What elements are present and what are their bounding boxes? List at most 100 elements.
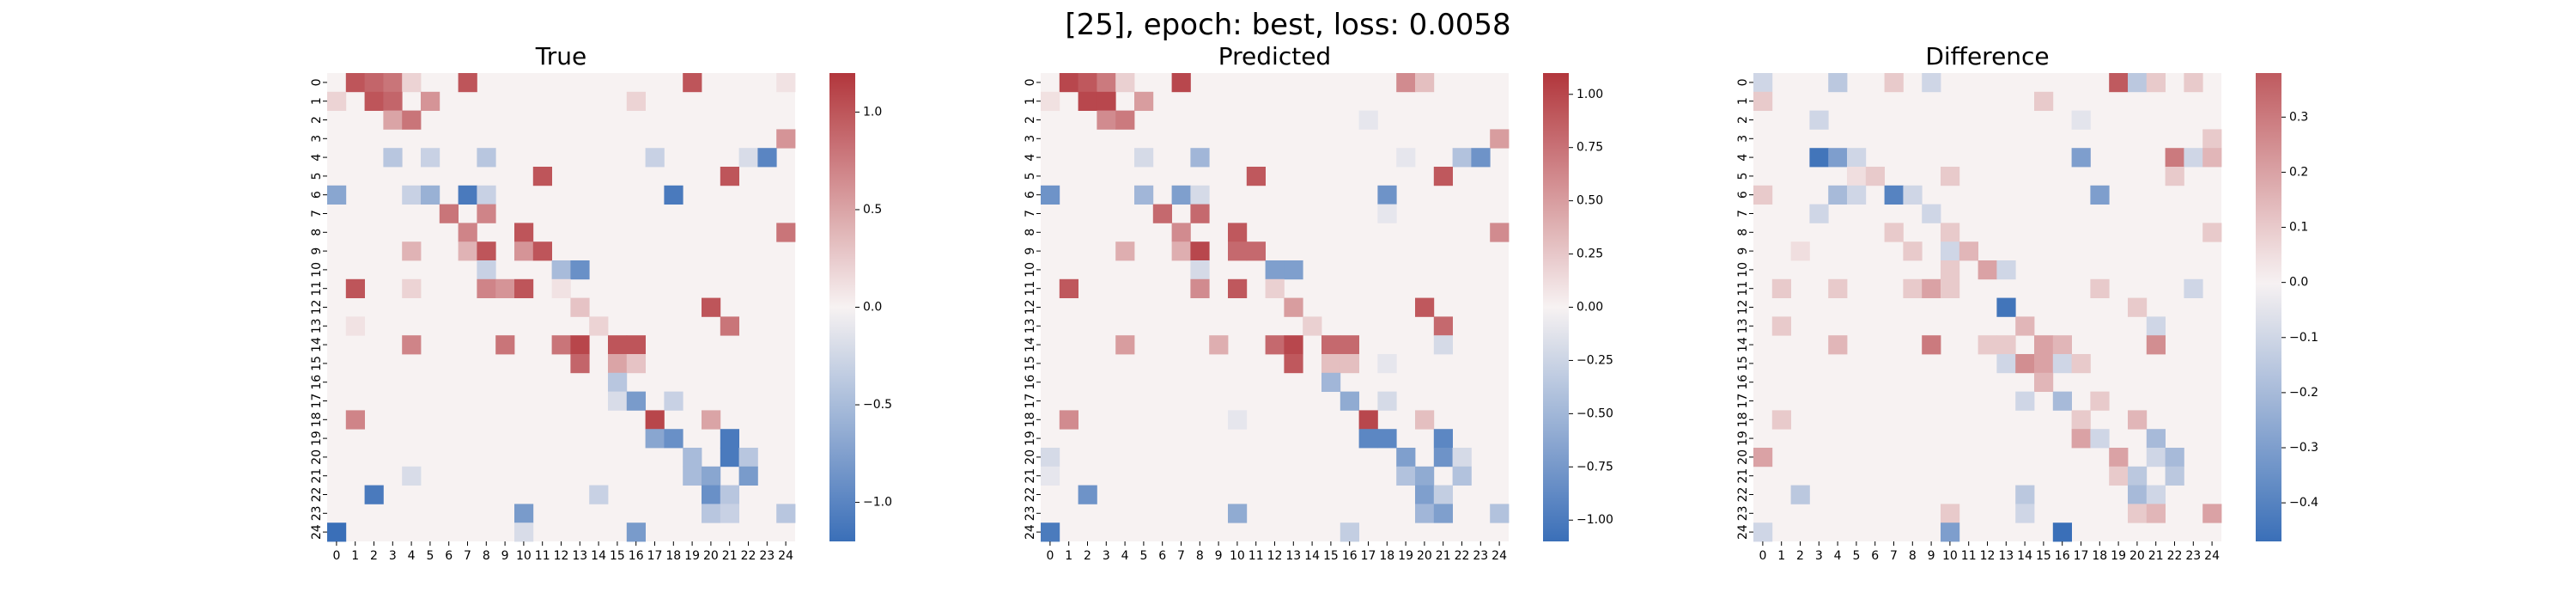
- x-tick-label: 18: [1379, 549, 1394, 563]
- x-tick-label: 8: [1196, 549, 1204, 563]
- x-tick-label: 8: [1909, 549, 1917, 563]
- x-tick-label: 1: [351, 549, 359, 563]
- y-tick-label: 22: [1024, 487, 1037, 503]
- colorbar-tick-label: 0.1: [2289, 221, 2308, 235]
- heatmap-cell: [1903, 241, 1923, 261]
- x-tick-label: 5: [1852, 549, 1860, 563]
- heatmap-cell: [1828, 185, 1848, 205]
- heatmap-cell: [1321, 354, 1341, 374]
- heatmap-cell: [327, 522, 347, 542]
- heatmap-cell: [1340, 391, 1359, 411]
- heatmap-cell: [1753, 185, 1773, 205]
- heatmap-cell: [1134, 185, 1154, 205]
- heatmap-cell: [2071, 354, 2091, 374]
- heatmap-cell: [1171, 241, 1191, 261]
- heatmap-cell: [664, 429, 683, 449]
- heatmap-cell: [402, 110, 422, 130]
- heatmap-cell: [1228, 504, 1248, 523]
- heatmap-cell: [2146, 504, 2166, 523]
- y-tick-label: 2: [1736, 116, 1750, 124]
- heatmap-cell: [2202, 504, 2222, 523]
- heatmap-cell: [1059, 278, 1078, 298]
- heatmap-cell: [1415, 410, 1435, 430]
- heatmap-cell: [421, 185, 440, 205]
- x-tick-label: 9: [1215, 549, 1223, 563]
- heatmap-cell: [2052, 391, 2072, 411]
- heatmap-cell: [738, 448, 758, 468]
- heatmap-cell: [720, 167, 739, 186]
- heatmap-cell: [1903, 185, 1923, 205]
- heatmap-cell: [664, 391, 683, 411]
- y-tick-label: 10: [1736, 262, 1750, 278]
- heatmap-cell: [1209, 335, 1229, 355]
- heatmap-cell: [1809, 204, 1829, 223]
- heatmap-cell: [720, 316, 739, 336]
- y-tick-label: 8: [1024, 229, 1037, 236]
- heatmap-cell: [2146, 485, 2166, 504]
- heatmap-cell: [2071, 110, 2091, 130]
- x-tick-label: 21: [1436, 549, 1451, 563]
- y-tick-label: 24: [1024, 524, 1037, 540]
- y-tick-label: 1: [310, 97, 324, 105]
- heatmap-cell: [1340, 335, 1359, 355]
- heatmap-cell: [1078, 91, 1097, 111]
- heatmap-cell: [1377, 204, 1397, 223]
- heatmap-cell: [458, 73, 477, 93]
- heatmap-cell: [1190, 260, 1210, 280]
- heatmap-cell: [1152, 204, 1172, 223]
- y-tick-label: 3: [1024, 135, 1037, 143]
- heatmap-cell: [421, 91, 440, 111]
- heatmap-cell: [2184, 278, 2203, 298]
- heatmap-cell: [1134, 91, 1154, 111]
- heatmap-cell: [1078, 73, 1097, 93]
- heatmap-cell: [2146, 429, 2166, 449]
- heatmap-cell: [1771, 316, 1791, 336]
- heatmap-cell: [683, 73, 702, 93]
- heatmap-cell: [2034, 354, 2054, 374]
- colorbar: [829, 73, 855, 541]
- heatmap-cell: [702, 410, 721, 430]
- heatmap-cell: [702, 297, 721, 317]
- heatmap-cell: [776, 73, 796, 93]
- heatmap-cell: [1190, 278, 1210, 298]
- heatmap-cell: [1941, 167, 1960, 186]
- heatmap-cell: [1377, 429, 1397, 449]
- y-tick-label: 7: [1024, 210, 1037, 217]
- heatmap-cell: [458, 223, 477, 242]
- heatmap-cell: [1433, 429, 1453, 449]
- y-tick-label: 17: [1736, 394, 1750, 409]
- heatmap-cell: [1790, 485, 1810, 504]
- heatmap-cell: [1903, 278, 1923, 298]
- heatmap-cell: [1228, 223, 1248, 242]
- heatmap-cell: [514, 278, 534, 298]
- heatmap-cell: [1284, 297, 1303, 317]
- heatmap-cell: [2128, 485, 2148, 504]
- y-tick-label: 12: [1024, 300, 1037, 315]
- heatmap-cell: [364, 485, 384, 504]
- x-tick-label: 15: [1323, 549, 1339, 563]
- y-tick-label: 1: [1024, 97, 1037, 105]
- heatmap-cell: [1396, 73, 1416, 93]
- heatmap-cell: [1996, 297, 2016, 317]
- colorbar: [2256, 73, 2281, 541]
- y-tick-label: 20: [1736, 449, 1750, 465]
- y-tick-label: 14: [310, 337, 324, 352]
- heatmap-cell: [1340, 522, 1359, 542]
- heatmap-cell: [1228, 410, 1248, 430]
- y-tick-label: 3: [1736, 135, 1750, 143]
- y-tick-label: 24: [310, 524, 324, 540]
- heatmap-cell: [1041, 466, 1060, 486]
- heatmap-cell: [1753, 91, 1773, 111]
- heatmap-cell: [1790, 241, 1810, 261]
- x-tick-label: 15: [2036, 549, 2051, 563]
- y-tick-label: 9: [1024, 248, 1037, 255]
- figure-title: [25], epoch: best, loss: 0.0058: [1065, 8, 1510, 42]
- heatmap-cell: [1941, 241, 1960, 261]
- heatmap-cell: [1884, 223, 1904, 242]
- heatmap-cell: [551, 260, 571, 280]
- heatmap-cell: [383, 73, 403, 93]
- heatmap-cell: [589, 485, 609, 504]
- heatmap-cell: [495, 278, 515, 298]
